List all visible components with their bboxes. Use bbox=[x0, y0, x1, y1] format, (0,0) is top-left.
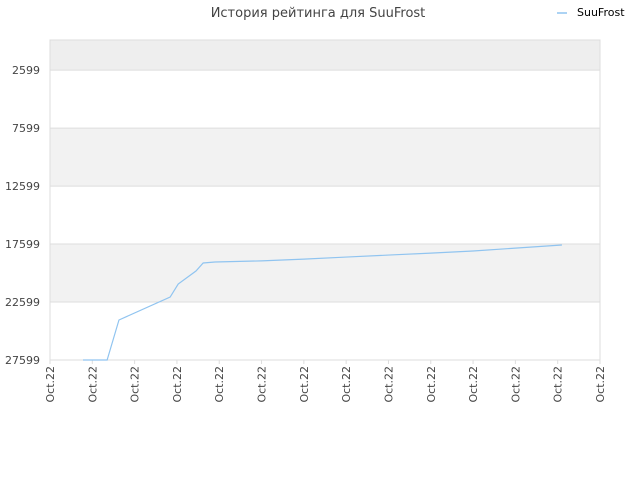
grid-band bbox=[50, 186, 600, 245]
y-tick-label: 17599 bbox=[5, 238, 40, 251]
y-tick-label: 2599 bbox=[12, 64, 40, 77]
x-tick-label: Oct.22 bbox=[467, 366, 480, 403]
x-tick-label: Oct.22 bbox=[86, 366, 99, 403]
x-tick-label: Oct.22 bbox=[256, 366, 269, 403]
x-tick-label: Oct.22 bbox=[340, 366, 353, 403]
x-tick-label: Oct.22 bbox=[44, 366, 57, 403]
series-line bbox=[83, 244, 562, 361]
x-tick-label: Oct.22 bbox=[171, 366, 184, 403]
x-tick-label: Oct.22 bbox=[594, 366, 607, 403]
y-tick-label: 7599 bbox=[12, 122, 40, 135]
plot-border bbox=[49, 39, 601, 361]
x-tick-label: Oct.22 bbox=[425, 366, 438, 403]
y-tick-label: 12599 bbox=[5, 180, 40, 193]
legend-label: SuuFrost bbox=[577, 6, 625, 19]
x-tick-label: Oct.22 bbox=[552, 366, 565, 403]
x-tick-label: Oct.22 bbox=[509, 366, 522, 403]
x-tick-label: Oct.22 bbox=[129, 366, 142, 403]
y-tick-label: 27599 bbox=[5, 354, 40, 367]
x-tick-label: Oct.22 bbox=[298, 366, 311, 403]
x-tick-label: Oct.22 bbox=[382, 366, 395, 403]
grid-band bbox=[50, 128, 600, 187]
y-tick-label: 22599 bbox=[5, 296, 40, 309]
chart-title: История рейтинга для SuuFrost bbox=[211, 6, 426, 21]
grid-band bbox=[50, 244, 600, 303]
grid-band bbox=[50, 302, 600, 360]
grid-band bbox=[50, 70, 600, 129]
x-tick-label: Oct.22 bbox=[213, 366, 226, 403]
grid-band bbox=[50, 40, 600, 71]
